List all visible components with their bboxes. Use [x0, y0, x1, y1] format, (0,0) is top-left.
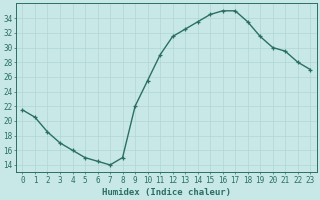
X-axis label: Humidex (Indice chaleur): Humidex (Indice chaleur) [102, 188, 231, 197]
